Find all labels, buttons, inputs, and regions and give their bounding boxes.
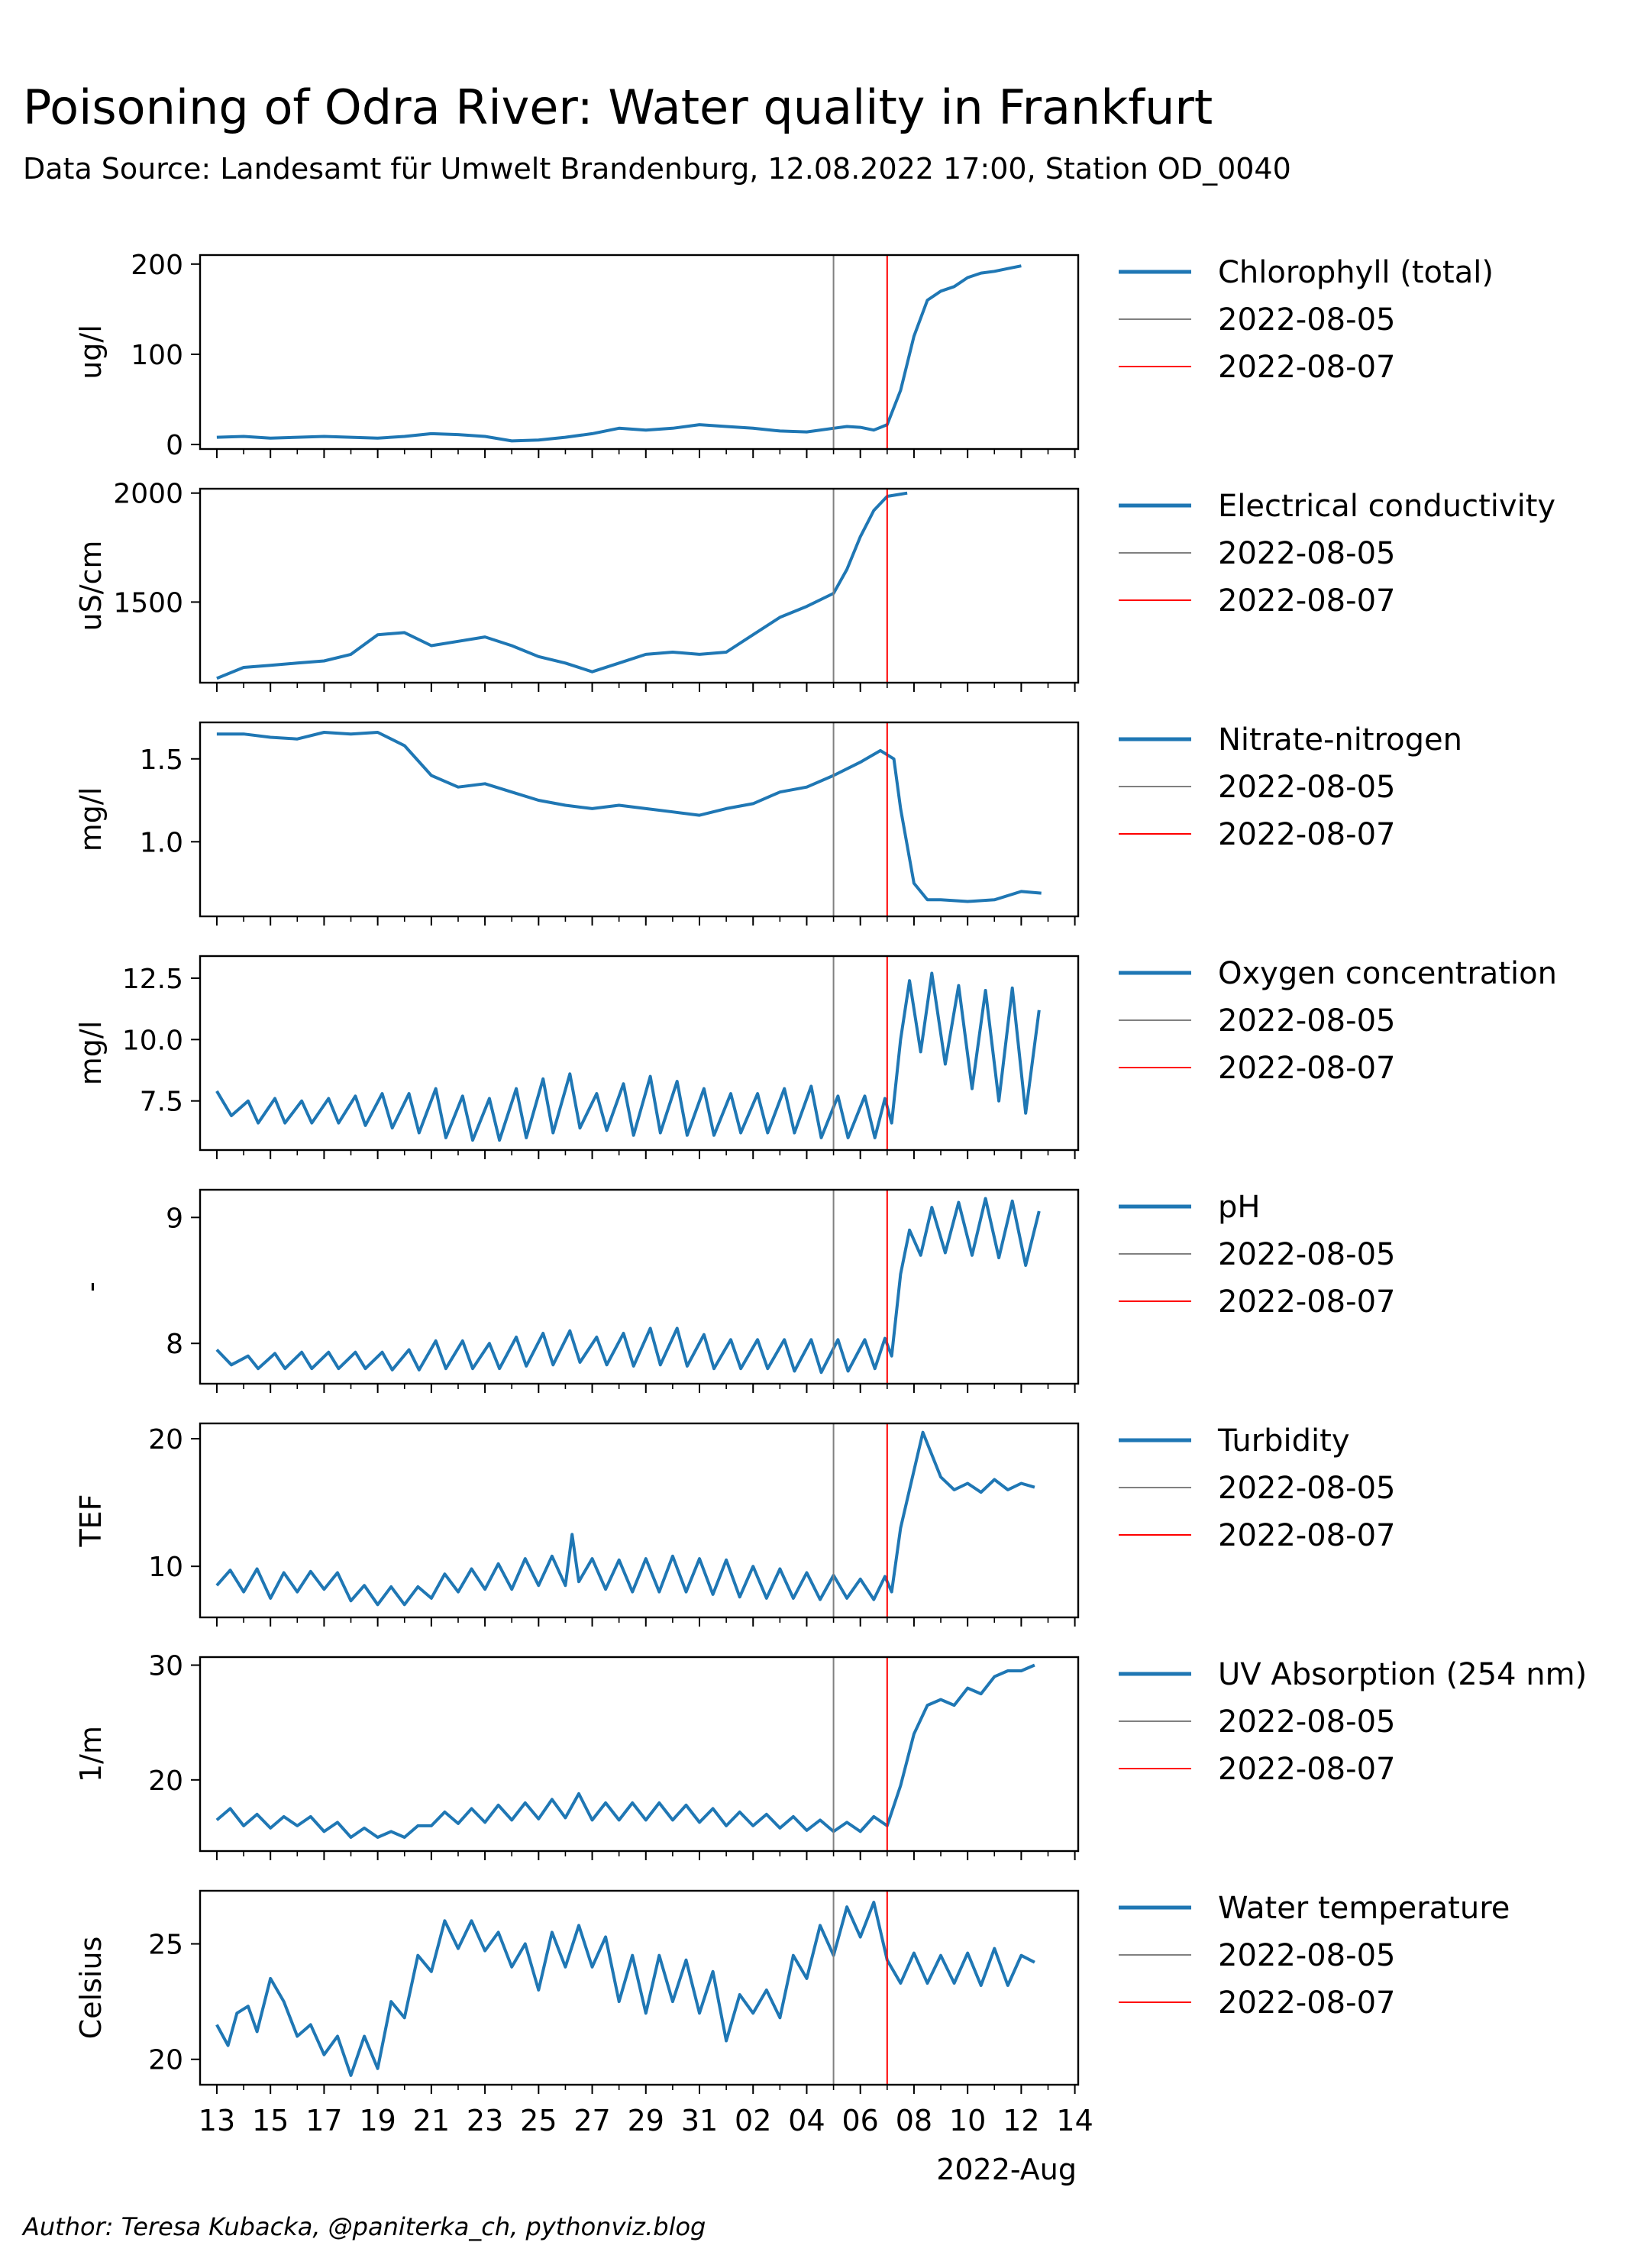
y-tick-label: 200 (131, 250, 183, 281)
y-tick-label: 20 (148, 1424, 183, 1455)
series-line-6 (215, 1430, 1035, 1607)
legend-label-vline: 2022-08-07 (1218, 350, 1395, 385)
series-line-2 (216, 491, 908, 680)
chart-title: Poisoning of Odra River: Water quality i… (23, 79, 1213, 135)
legend-label-series: UV Absorption (254 nm) (1218, 1657, 1587, 1692)
legend-label-vline: 2022-08-05 (1218, 1704, 1395, 1740)
x-tick-label: 17 (305, 2104, 342, 2137)
subplot-7 (191, 1656, 1191, 1860)
legend-label-vline: 2022-08-07 (1218, 1985, 1395, 2021)
y-tick-label: 1500 (113, 587, 183, 619)
series-line-4 (215, 971, 1041, 1142)
legend-label-vline: 2022-08-05 (1218, 1237, 1395, 1272)
x-tick-label: 21 (413, 2104, 450, 2137)
subplot-3 (191, 721, 1191, 926)
legend-label-vline: 2022-08-05 (1218, 1938, 1395, 1973)
y-tick-label: 1.5 (140, 745, 183, 776)
legend-label-series: Water temperature (1218, 1891, 1510, 1926)
x-axis-offset-label: 2022-Aug (936, 2153, 1077, 2186)
y-tick-label: 100 (131, 340, 183, 371)
y-axis-label: uS/cm (74, 541, 108, 632)
y-tick-label: 0 (166, 430, 183, 461)
subplot-8 (191, 1889, 1191, 2094)
y-axis-label: TEF (74, 1494, 108, 1547)
legend-label-series: Electrical conductivity (1218, 489, 1555, 524)
plot-frame (199, 254, 1080, 451)
y-tick-label: 7.5 (140, 1087, 183, 1118)
legend-label-vline: 2022-08-07 (1218, 1752, 1395, 1787)
x-tick-label: 13 (199, 2104, 235, 2137)
x-tick-label: 02 (735, 2104, 771, 2137)
legend-label-series: Oxygen concentration (1218, 956, 1557, 991)
y-tick-label: 10.0 (122, 1025, 183, 1056)
y-tick-label: 1.0 (140, 827, 183, 858)
x-tick-label: 06 (842, 2104, 879, 2137)
series-line-5 (215, 1197, 1041, 1375)
legend-label-series: Turbidity (1217, 1423, 1350, 1459)
y-tick-label: 20 (148, 2045, 183, 2076)
x-tick-label: 27 (573, 2104, 610, 2137)
subplot-5 (191, 1188, 1191, 1393)
x-tick-label: 15 (252, 2104, 289, 2137)
y-axis-label: - (74, 1281, 108, 1292)
legend-label-series: Chlorophyll (total) (1218, 255, 1494, 290)
y-tick-label: 10 (148, 1552, 183, 1583)
y-axis-label: mg/l (74, 1021, 108, 1086)
author-credit: Author: Teresa Kubacka, @paniterka_ch, p… (23, 2212, 706, 2241)
x-tick-label: 29 (628, 2104, 664, 2137)
y-tick-label: 9 (166, 1203, 183, 1234)
series-line-1 (216, 264, 1022, 443)
y-tick-label: 25 (148, 1930, 183, 1961)
subplot-1 (191, 254, 1191, 458)
y-tick-label: 8 (166, 1329, 183, 1360)
x-tick-label: 23 (467, 2104, 503, 2137)
subplot-2 (191, 487, 1191, 692)
plot-frame (199, 1188, 1080, 1385)
chart-subtitle: Data Source: Landesamt für Umwelt Brande… (23, 152, 1291, 186)
plot-frame (199, 1422, 1080, 1619)
y-axis-label: mg/l (74, 787, 108, 852)
y-axis-label: ug/l (74, 325, 108, 380)
plot-frame (199, 955, 1080, 1152)
legend-label-vline: 2022-08-05 (1218, 1003, 1395, 1039)
legend-label-series: Nitrate-nitrogen (1218, 722, 1462, 758)
series-line-3 (216, 731, 1042, 903)
x-tick-label: 08 (896, 2104, 932, 2137)
legend-label-vline: 2022-08-05 (1218, 1471, 1395, 1506)
y-axis-label: 1/m (74, 1726, 108, 1782)
legend-label-vline: 2022-08-07 (1218, 1051, 1395, 1086)
plot-frame (199, 1889, 1080, 2086)
x-tick-label: 19 (359, 2104, 396, 2137)
legend-label-vline: 2022-08-07 (1218, 583, 1395, 619)
plot-frame (199, 721, 1080, 918)
series-line-8 (215, 1901, 1035, 2077)
y-tick-label: 2000 (113, 479, 183, 510)
legend-label-vline: 2022-08-07 (1218, 817, 1395, 852)
x-tick-label: 31 (681, 2104, 718, 2137)
x-tick-label: 12 (1003, 2104, 1039, 2137)
series-line-7 (215, 1663, 1035, 1839)
legend-label-vline: 2022-08-07 (1218, 1284, 1395, 1320)
x-tick-label: 10 (949, 2104, 986, 2137)
x-tick-label: 25 (520, 2104, 557, 2137)
subplot-6 (191, 1422, 1191, 1627)
plot-frame (199, 1656, 1080, 1853)
x-tick-label: 14 (1056, 2104, 1093, 2137)
y-tick-label: 12.5 (122, 964, 183, 995)
y-tick-label: 20 (148, 1766, 183, 1797)
y-tick-label: 30 (148, 1651, 183, 1682)
subplot-4 (191, 955, 1191, 1159)
legend-label-vline: 2022-08-05 (1218, 536, 1395, 571)
y-axis-label: Celsius (74, 1937, 108, 2040)
x-tick-label: 04 (788, 2104, 825, 2137)
legend-label-vline: 2022-08-05 (1218, 302, 1395, 338)
legend-label-vline: 2022-08-07 (1218, 1518, 1395, 1553)
legend-label-series: pH (1218, 1190, 1260, 1225)
legend-label-vline: 2022-08-05 (1218, 770, 1395, 805)
plot-frame (199, 487, 1080, 684)
